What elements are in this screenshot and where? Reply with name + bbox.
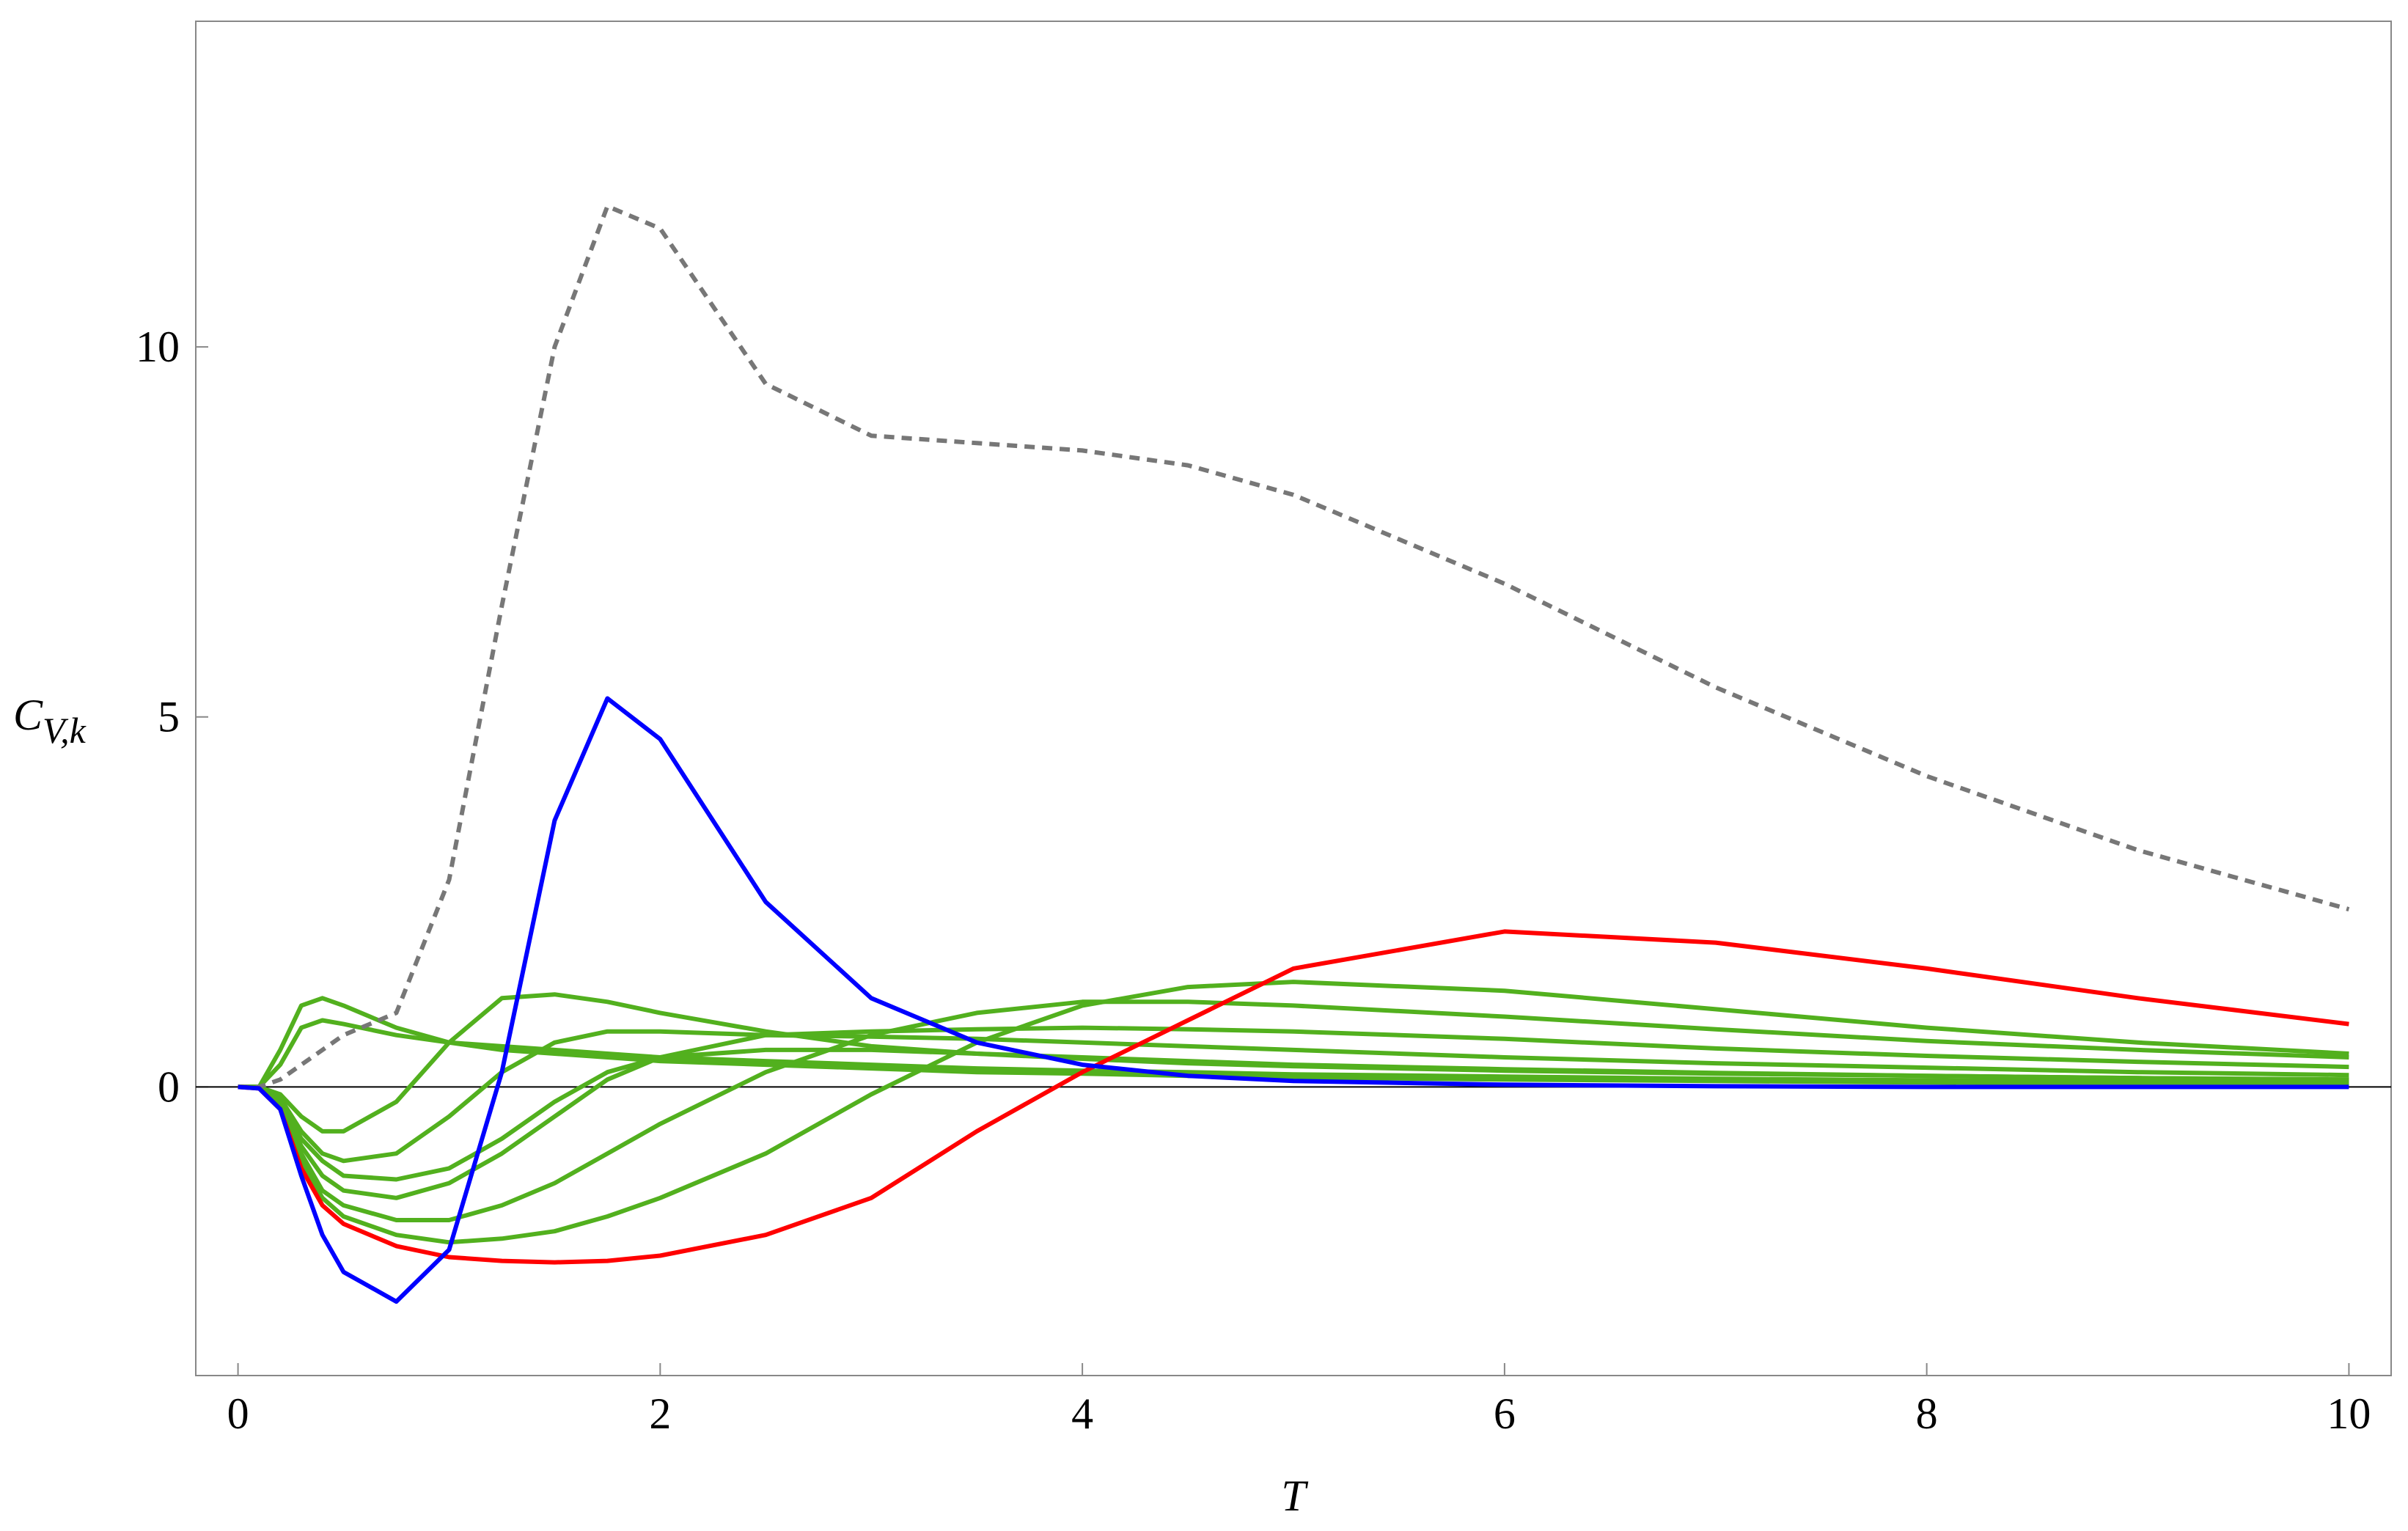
series-line — [238, 929, 2349, 1265]
y-tick-label: 0 — [158, 1062, 180, 1111]
x-tick-label: 6 — [1494, 1389, 1516, 1438]
series-line — [238, 999, 2349, 1222]
x-tick-label: 0 — [227, 1389, 249, 1438]
y-tick-label: 10 — [136, 323, 180, 371]
y-axis-label-sub: V,k — [43, 710, 87, 751]
series-line — [238, 1047, 2349, 1182]
series-line — [238, 1029, 2349, 1164]
series-line — [238, 696, 2349, 1304]
y-tick-label: 5 — [158, 693, 180, 741]
series-line — [238, 204, 2350, 1090]
series-line — [238, 980, 2349, 1245]
x-tick-label: 8 — [1916, 1389, 1938, 1438]
plot-frame — [195, 21, 2392, 1376]
x-axis-label: T — [1281, 1472, 1308, 1520]
y-axis-label-main: C — [13, 691, 43, 739]
y-axis-label: CV,k — [13, 691, 87, 751]
x-tick-label: 4 — [1071, 1389, 1093, 1438]
x-tick-label: 10 — [2327, 1389, 2371, 1438]
x-tick-label: 2 — [649, 1389, 671, 1438]
series-line — [238, 996, 2349, 1090]
